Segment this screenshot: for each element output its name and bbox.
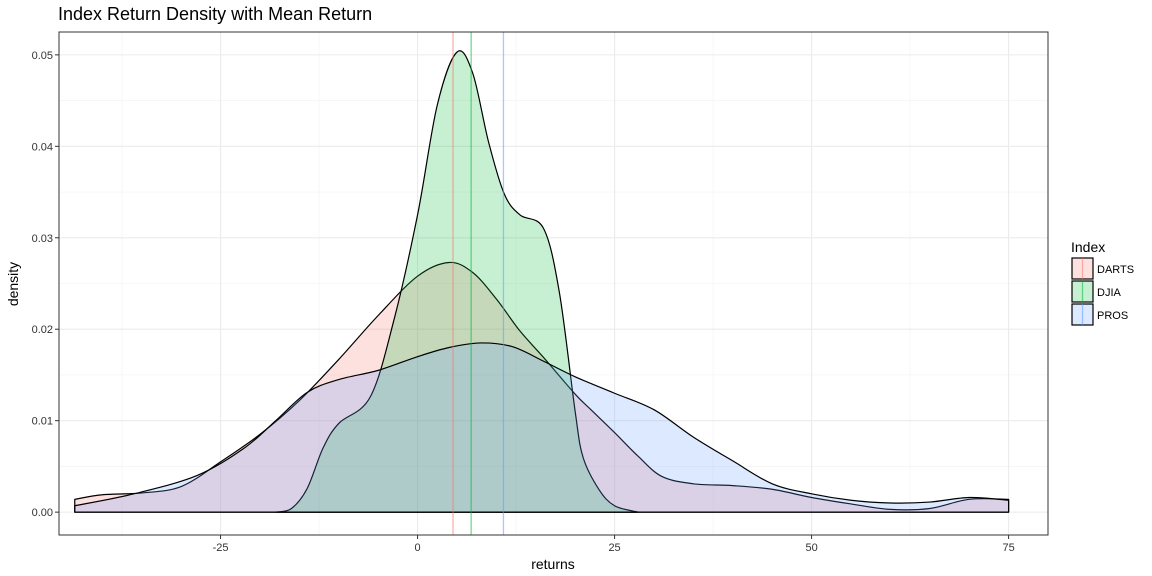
- x-tick-label: 0: [414, 542, 420, 554]
- legend-title: Index: [1071, 239, 1105, 255]
- x-tick-label: 25: [608, 542, 620, 554]
- legend-item-darts: DARTS: [1071, 257, 1134, 280]
- y-tick-label: 0.00: [32, 507, 53, 519]
- density-area-pros: [74, 342, 1010, 513]
- legend-label: PROS: [1097, 310, 1128, 322]
- y-axis-title: density: [5, 262, 21, 306]
- grid-lines: [59, 32, 1048, 535]
- legend: Index DARTS DJIA PROS: [1071, 239, 1134, 326]
- legend-item-pros: PROS: [1071, 303, 1128, 326]
- y-tick-label: 0.03: [32, 233, 53, 245]
- legend-label: DJIA: [1097, 287, 1122, 299]
- legend-item-djia: DJIA: [1071, 280, 1122, 303]
- x-tick-label: 50: [805, 542, 817, 554]
- y-tick-label: 0.05: [32, 50, 53, 62]
- y-tick-label: 0.01: [32, 416, 53, 428]
- plot-border: [58, 31, 1049, 536]
- y-tick-label: 0.02: [32, 324, 53, 336]
- x-tick-label: -25: [213, 542, 229, 554]
- x-axis-title: returns: [531, 556, 575, 572]
- density-areas: [74, 50, 1010, 513]
- mean-lines: [452, 32, 505, 535]
- density-area-djia: [275, 50, 639, 513]
- y-tick-label: 0.04: [32, 141, 53, 153]
- axis-ticks: -25 0 25 50 75 0.00 0.01 0.02 0.03 0.04 0.05: [32, 50, 1015, 554]
- chart-title: Index Return Density with Mean Return: [58, 4, 372, 24]
- legend-label: DARTS: [1097, 264, 1134, 276]
- density-area-darts: [74, 261, 1010, 513]
- x-tick-label: 75: [1002, 542, 1014, 554]
